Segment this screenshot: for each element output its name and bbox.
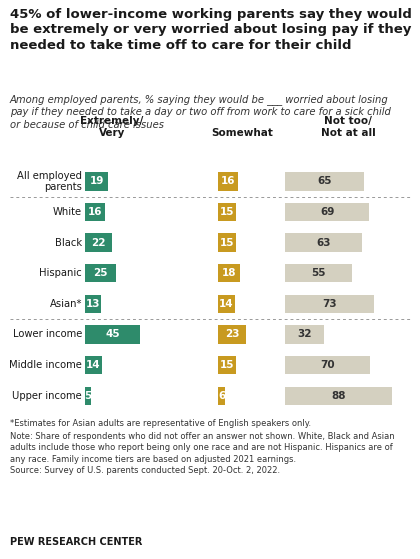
Bar bbox=[218, 325, 246, 344]
Bar bbox=[85, 233, 112, 252]
Text: *Estimates for Asian adults are representative of English speakers only.: *Estimates for Asian adults are represen… bbox=[10, 419, 311, 428]
Text: 70: 70 bbox=[320, 360, 335, 370]
Bar bbox=[285, 295, 374, 313]
Text: 25: 25 bbox=[93, 268, 108, 278]
Text: PEW RESEARCH CENTER: PEW RESEARCH CENTER bbox=[10, 537, 142, 547]
Text: Note: Share of respondents who did not offer an answer not shown. White, Black a: Note: Share of respondents who did not o… bbox=[10, 432, 395, 475]
Text: 65: 65 bbox=[318, 176, 332, 186]
Text: 19: 19 bbox=[89, 176, 104, 186]
Text: 13: 13 bbox=[86, 299, 100, 309]
Bar bbox=[85, 264, 116, 282]
Bar bbox=[85, 325, 140, 344]
Text: 6: 6 bbox=[218, 391, 225, 401]
Bar bbox=[85, 295, 101, 313]
Text: 88: 88 bbox=[331, 391, 346, 401]
Bar bbox=[285, 386, 392, 405]
Bar bbox=[85, 172, 108, 191]
Text: Asian*: Asian* bbox=[50, 299, 82, 309]
Text: 23: 23 bbox=[225, 329, 239, 339]
Text: Somewhat: Somewhat bbox=[211, 128, 273, 138]
Bar bbox=[285, 356, 370, 374]
Bar bbox=[218, 172, 238, 191]
Text: 32: 32 bbox=[297, 329, 312, 339]
Text: 55: 55 bbox=[311, 268, 326, 278]
Bar bbox=[285, 325, 324, 344]
Text: 45% of lower-income working parents say they would
be extremely or very worried : 45% of lower-income working parents say … bbox=[10, 8, 412, 52]
Bar bbox=[218, 356, 236, 374]
Bar bbox=[285, 203, 369, 221]
Text: 16: 16 bbox=[87, 207, 102, 217]
Text: All employed
parents: All employed parents bbox=[17, 170, 82, 192]
Text: Black: Black bbox=[55, 238, 82, 248]
Text: 14: 14 bbox=[219, 299, 234, 309]
Text: Upper income: Upper income bbox=[12, 391, 82, 401]
Text: Middle income: Middle income bbox=[9, 360, 82, 370]
Bar bbox=[218, 264, 240, 282]
Text: 15: 15 bbox=[220, 207, 234, 217]
Text: Among employed parents, % saying they would be ___ worried about losing
pay if t: Among employed parents, % saying they wo… bbox=[10, 94, 391, 130]
Bar bbox=[218, 295, 235, 313]
Text: 5: 5 bbox=[84, 391, 92, 401]
Bar bbox=[85, 356, 102, 374]
Bar bbox=[85, 203, 105, 221]
Text: Lower income: Lower income bbox=[13, 329, 82, 339]
Bar bbox=[85, 386, 91, 405]
Bar bbox=[218, 386, 225, 405]
Text: 45: 45 bbox=[105, 329, 120, 339]
Text: 15: 15 bbox=[220, 360, 234, 370]
Bar bbox=[285, 172, 364, 191]
Text: 63: 63 bbox=[316, 238, 331, 248]
Text: 15: 15 bbox=[220, 238, 234, 248]
Bar bbox=[218, 203, 236, 221]
Text: Not too/
Not at all: Not too/ Not at all bbox=[320, 116, 375, 138]
Text: 22: 22 bbox=[91, 238, 106, 248]
Bar bbox=[218, 233, 236, 252]
Text: 73: 73 bbox=[322, 299, 337, 309]
Text: 18: 18 bbox=[222, 268, 236, 278]
Text: 14: 14 bbox=[86, 360, 101, 370]
Text: White: White bbox=[53, 207, 82, 217]
Text: 69: 69 bbox=[320, 207, 334, 217]
Bar bbox=[285, 233, 362, 252]
Text: Hispanic: Hispanic bbox=[39, 268, 82, 278]
Text: 16: 16 bbox=[220, 176, 235, 186]
Text: Extremely/
Very: Extremely/ Very bbox=[80, 116, 144, 138]
Bar bbox=[285, 264, 352, 282]
